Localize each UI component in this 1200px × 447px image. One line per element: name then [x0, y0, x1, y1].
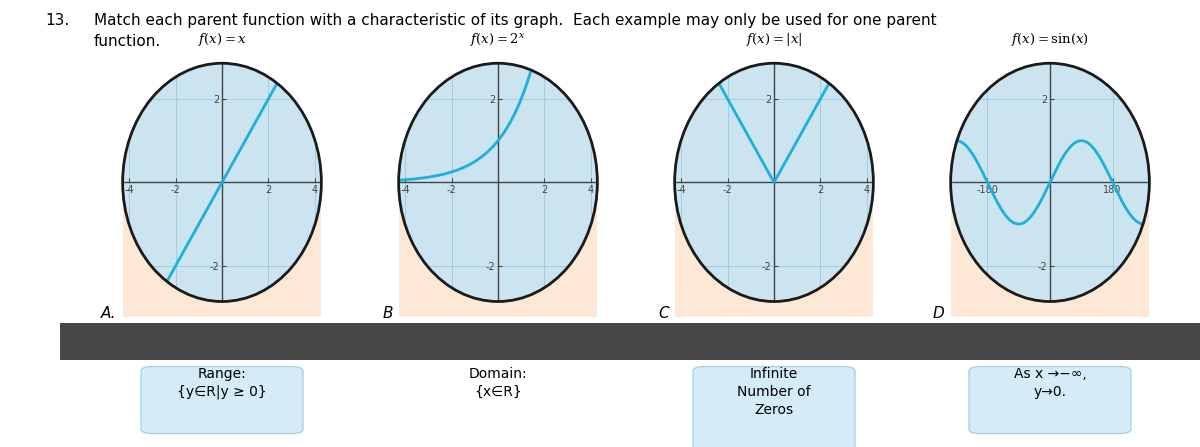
Text: $f(x) = 2^x$: $f(x) = 2^x$	[470, 30, 526, 47]
Text: Range:
{y∈R|y ≥ 0}: Range: {y∈R|y ≥ 0}	[178, 367, 266, 400]
Text: Match each parent function with a characteristic of its graph.  Each example may: Match each parent function with a charac…	[94, 13, 936, 50]
Text: As x →−∞,
y→0.: As x →−∞, y→0.	[1014, 367, 1086, 399]
Text: C: C	[658, 306, 668, 321]
Text: B: B	[382, 306, 392, 321]
Text: $f(x) = x$: $f(x) = x$	[198, 30, 246, 47]
Text: $f(x) = |x|$: $f(x) = |x|$	[746, 30, 802, 47]
Text: Domain:
{x∈R}: Domain: {x∈R}	[469, 367, 527, 399]
Text: D: D	[932, 306, 944, 321]
Text: 13.: 13.	[46, 13, 70, 29]
Text: Infinite
Number of
Zeros: Infinite Number of Zeros	[737, 367, 811, 417]
Text: $f(x) = \sin(x)$: $f(x) = \sin(x)$	[1012, 30, 1088, 47]
Text: A.: A.	[101, 306, 116, 321]
